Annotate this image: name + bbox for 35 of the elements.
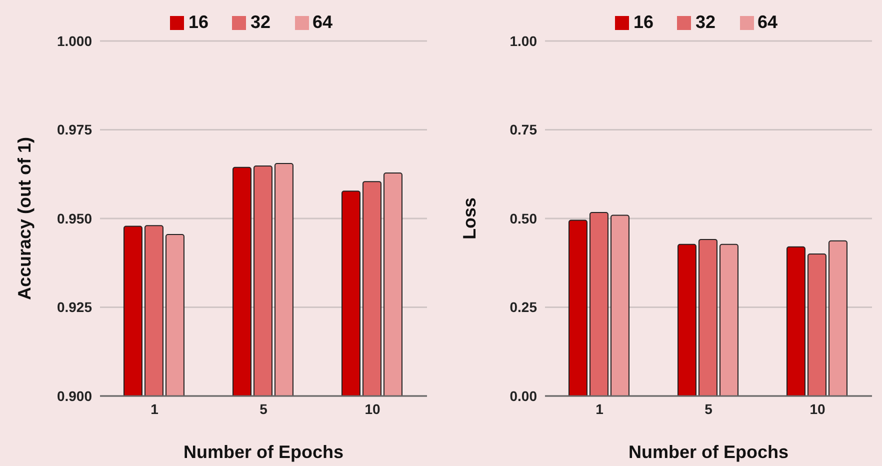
x-axis-title: Number of Epochs (628, 442, 789, 462)
bar (589, 212, 608, 396)
y-tick-label: 0.50 (510, 210, 538, 226)
x-tick-label: 5 (704, 400, 713, 417)
legend-label: 64 (758, 12, 778, 32)
y-tick-label: 0.925 (56, 299, 92, 316)
y-axis-title: Loss (459, 197, 480, 240)
bar (610, 214, 630, 396)
legend-label: 16 (188, 12, 208, 32)
x-tick-label: 1 (150, 400, 159, 417)
x-axis-title: Number of Epochs (183, 442, 344, 462)
y-tick-label: 0.950 (56, 210, 92, 226)
y-tick-label: 0.75 (510, 122, 538, 138)
y-axis-title: Accuracy (out of 1) (14, 136, 34, 300)
y-tick-label: 1.00 (510, 32, 538, 49)
x-tick-label: 5 (260, 400, 268, 417)
legend-label: 32 (695, 12, 716, 32)
bar (786, 246, 806, 396)
bar (568, 220, 588, 396)
y-tick-label: 0.975 (56, 122, 92, 138)
y-tick-label: 0.25 (510, 299, 538, 316)
legend-label: 16 (633, 12, 654, 32)
x-tick-label: 1 (596, 400, 604, 417)
y-tick-label: 0.900 (56, 388, 92, 404)
bar (807, 254, 826, 396)
bar (698, 238, 718, 396)
x-tick-label: 10 (364, 400, 380, 417)
x-tick-label: 10 (810, 400, 826, 417)
legend-label: 32 (250, 12, 271, 32)
bar (828, 240, 848, 396)
legend-label: 64 (312, 12, 333, 32)
y-tick-label: 0.00 (510, 388, 538, 404)
y-tick-label: 1.000 (56, 32, 92, 49)
bar (677, 244, 696, 396)
bar (719, 244, 738, 396)
